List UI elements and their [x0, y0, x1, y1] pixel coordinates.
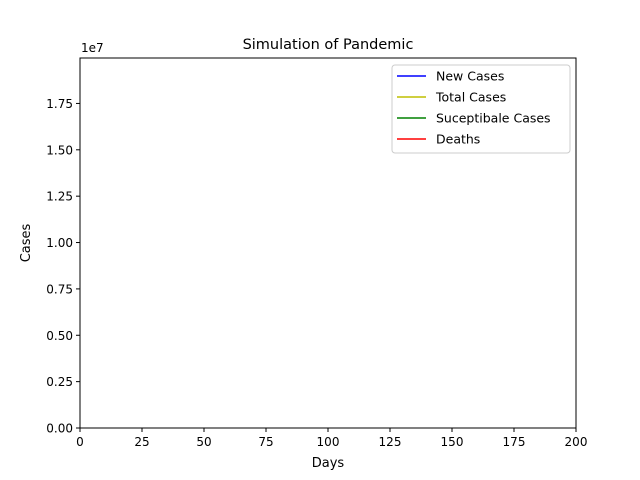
legend-frame — [391, 64, 571, 154]
x-tick-label: 25 — [134, 435, 149, 449]
y-axis-ticks: 0.00 0.25 0.50 0.75 1.00 1.25 1.50 1.75 — [46, 97, 80, 436]
x-tick-label: 125 — [379, 435, 402, 449]
x-tick-label: 175 — [503, 435, 526, 449]
x-axis-label: Days — [312, 456, 345, 471]
y-tick-label: 1.75 — [46, 97, 73, 111]
legend-label: Suceptibale Cases — [436, 111, 551, 126]
legend-label: Deaths — [436, 132, 480, 147]
y-tick-label: 0.50 — [46, 329, 73, 343]
y-tick-label: 0.25 — [46, 375, 73, 389]
y-axis-label: Cases — [19, 223, 34, 262]
x-axis-ticks: 0 25 50 75 100 125 150 175 200 — [76, 428, 587, 449]
y-tick-label: 0.75 — [46, 282, 73, 296]
chart-title: Simulation of Pandemic — [243, 37, 414, 53]
axes-frame — [79, 57, 577, 429]
legend: New Cases Total Cases Suceptibale Cases Dea… — [391, 64, 571, 154]
legend-label: Total Cases — [435, 90, 506, 105]
x-tick-label: 150 — [441, 435, 464, 449]
y-tick-label: 1.00 — [46, 236, 73, 250]
y-axis-offset-text: 1e7 — [81, 41, 104, 55]
y-tick-label: 1.50 — [46, 143, 73, 157]
x-tick-label: 75 — [258, 435, 273, 449]
legend-label: New Cases — [436, 69, 504, 84]
x-tick-label: 0 — [76, 435, 84, 449]
y-tick-label: 1.25 — [46, 190, 73, 204]
x-tick-label: 100 — [317, 435, 340, 449]
y-tick-label: 0.00 — [46, 422, 73, 436]
x-tick-label: 200 — [565, 435, 588, 449]
x-tick-label: 50 — [196, 435, 211, 449]
